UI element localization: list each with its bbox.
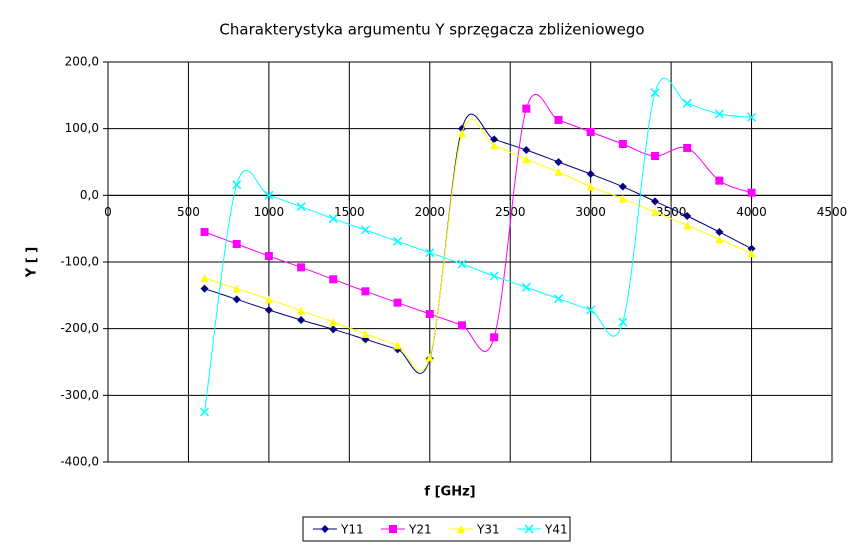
x-tick-label: 2500 (495, 205, 526, 219)
marker (457, 124, 466, 133)
marker (360, 225, 370, 235)
marker (361, 287, 370, 296)
marker (329, 275, 338, 284)
marker (586, 128, 595, 136)
marker (200, 407, 210, 417)
marker (586, 182, 595, 191)
marker (490, 135, 499, 144)
marker (714, 109, 724, 119)
x-tick-label: 3500 (656, 205, 687, 219)
marker (522, 104, 531, 113)
plot-border (107, 61, 833, 463)
y-tick-label: 0,0 (80, 188, 99, 202)
x-tick-label: 2000 (415, 205, 446, 219)
y-tick-label: -200,0 (60, 321, 99, 335)
marker (232, 240, 241, 248)
marker (329, 325, 338, 334)
marker (264, 306, 273, 314)
x-tick-label: 4000 (736, 205, 767, 219)
marker (554, 158, 563, 166)
marker (586, 305, 596, 315)
marker (297, 263, 306, 272)
marker (651, 152, 660, 160)
x-tick-label: 1000 (254, 205, 285, 219)
marker (457, 259, 467, 269)
marker (297, 306, 306, 315)
marker (425, 248, 435, 258)
marker (457, 321, 466, 330)
marker (489, 271, 499, 281)
marker (683, 212, 692, 220)
x-tick-label: 1500 (334, 205, 365, 219)
marker (264, 252, 273, 260)
marker (618, 182, 627, 191)
legend-label: Y21 (408, 523, 432, 537)
y-tick-label: -300,0 (60, 388, 99, 402)
marker (715, 235, 724, 244)
legend-marker (321, 525, 329, 533)
y-tick-label: -400,0 (60, 455, 99, 469)
legend-label: Y11 (340, 523, 364, 537)
marker (715, 228, 724, 236)
chart-title: Charakterystyka argumentu Y sprzęgacza z… (219, 21, 644, 39)
marker (490, 141, 499, 150)
marker (264, 190, 274, 200)
marker (232, 180, 242, 190)
legend-label: Y31 (476, 523, 500, 537)
marker (554, 168, 563, 176)
marker (232, 284, 241, 293)
marker (521, 282, 531, 292)
marker (618, 317, 628, 327)
marker (683, 221, 692, 230)
x-tick-label: 3000 (575, 205, 606, 219)
marker (650, 88, 660, 98)
marker (361, 330, 370, 338)
marker (328, 214, 338, 224)
marker (393, 341, 402, 350)
marker (393, 236, 403, 246)
x-tick-label: 500 (177, 205, 200, 219)
marker (457, 129, 466, 138)
y-tick-label: 100,0 (65, 121, 99, 135)
marker (553, 294, 564, 304)
marker (522, 155, 531, 164)
marker (651, 208, 660, 216)
marker (297, 316, 306, 324)
marker (393, 298, 402, 307)
x-axis-label: f [GHz] (424, 485, 475, 500)
legend-marker (457, 525, 465, 533)
marker (747, 249, 756, 258)
y-tick-label: 200,0 (65, 55, 99, 69)
marker (425, 353, 434, 362)
marker (554, 116, 563, 124)
marker (651, 197, 660, 206)
marker (522, 146, 531, 154)
marker (618, 140, 627, 148)
marker (200, 228, 209, 236)
marker (329, 318, 338, 326)
marker (586, 170, 595, 178)
marker (296, 202, 306, 212)
marker (264, 295, 273, 304)
marker (747, 188, 756, 197)
legend-marker (524, 524, 534, 534)
legend-marker (389, 525, 397, 533)
marker (747, 244, 756, 253)
marker (200, 274, 209, 282)
marker (682, 98, 692, 108)
marker (683, 144, 692, 152)
marker (618, 194, 627, 203)
marker (232, 295, 241, 304)
marker (425, 310, 434, 318)
y-tick-label: -100,0 (60, 255, 99, 269)
marker (715, 176, 724, 185)
marker (747, 112, 757, 122)
y-axis-label: Y [ ] (25, 247, 40, 278)
marker (490, 333, 499, 342)
legend-label: Y41 (544, 523, 568, 537)
marker (200, 284, 209, 293)
